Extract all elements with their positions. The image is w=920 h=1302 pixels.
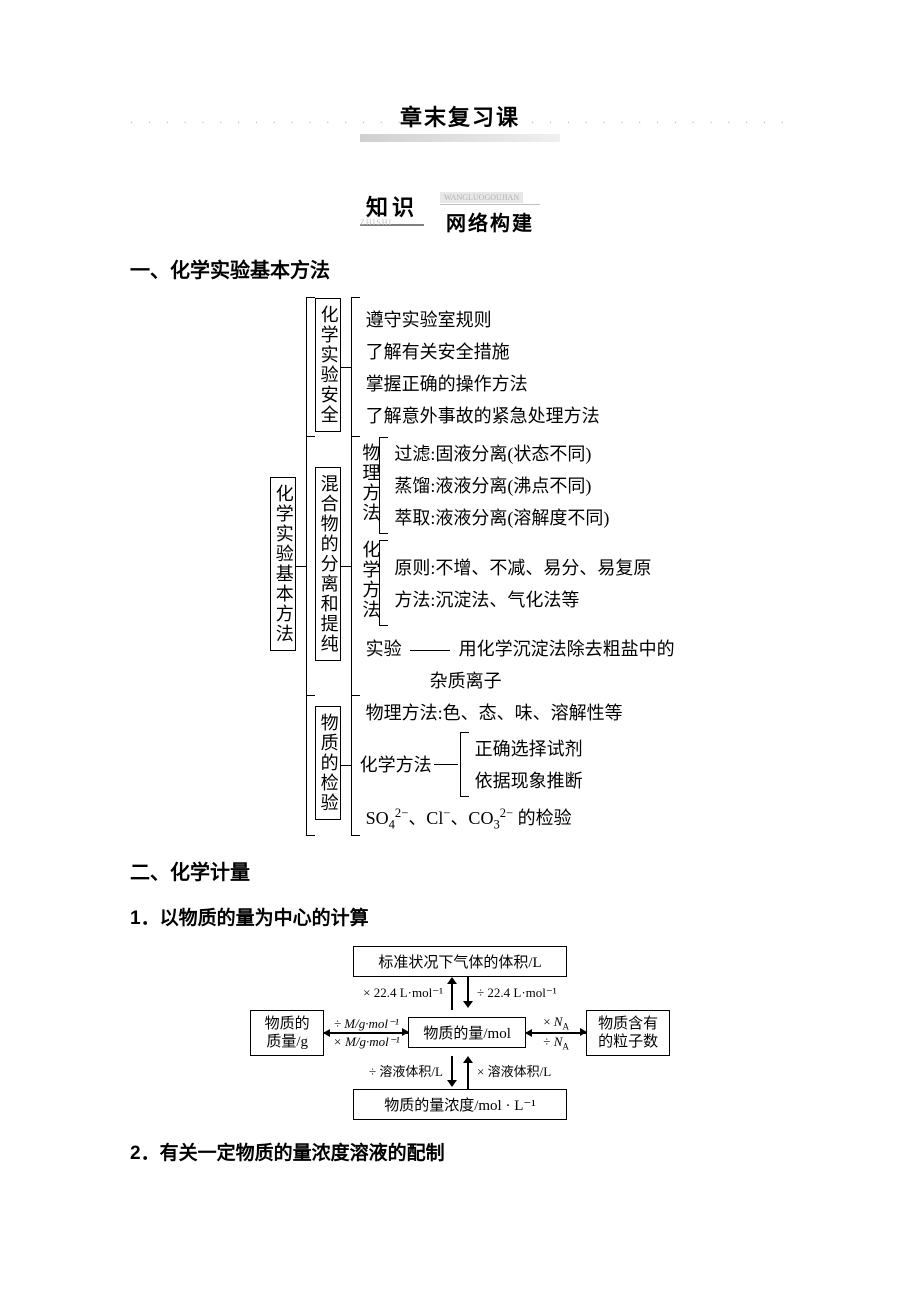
- tree-b2-exp2: 杂质离子: [360, 664, 675, 696]
- tree-leaf: 正确选择试剂: [469, 732, 583, 764]
- tree-leaf: 过滤:固液分离(状态不同): [388, 437, 609, 469]
- conversion-diagram: 标准状况下气体的体积/L × 22.4 L·mol⁻¹ ÷ 22.4 L·mol…: [250, 946, 670, 1120]
- subheading-2-1: 1．以物质的量为中心的计算: [130, 903, 790, 930]
- fig2-right-box: 物质含有 的粒子数: [586, 1010, 670, 1056]
- tree-leaf: 遵守实验室规则: [360, 303, 675, 335]
- subheading-2-2: 2．有关一定物质的量浓度溶液的配制: [130, 1138, 790, 1165]
- tree-leaf: 萃取:液液分离(溶解度不同): [388, 501, 609, 533]
- tree-leaf: 了解有关安全措施: [360, 335, 675, 367]
- banner-dots-right: · · · · · · · · · · · · · · · ·: [513, 118, 790, 129]
- tree-leaf: 实验 用化学沉淀法除去粗盐中的: [360, 632, 675, 664]
- tree-root: 化学实验基本方法: [270, 477, 296, 651]
- fig2-left-l2: 质量/g: [266, 1034, 308, 1050]
- fig2-label-top-right: ÷ 22.4 L·mol⁻¹: [477, 984, 597, 1002]
- banner-underline: [360, 134, 560, 142]
- section-banner-right: 网络构建: [440, 204, 540, 236]
- tree-leaf: 物理方法:色、态、味、溶解性等: [360, 696, 675, 728]
- tree-b2-phys: 物理方法: [360, 443, 380, 523]
- fig2-lc-bot: × M/g·mol⁻¹: [324, 1034, 408, 1050]
- section-pinyin-top: WANGLUOGOUJIAN: [440, 192, 523, 203]
- fig2-label-bot-left: ÷ 溶液体积/L: [323, 1063, 443, 1081]
- fig2-lc-top: ÷ M/g·mol⁻¹: [324, 1016, 408, 1032]
- tree-leaf: SO42−、Cl−、CO32− 的检验: [360, 801, 675, 836]
- fig2-right-l2: 的粒子数: [598, 1034, 658, 1050]
- tree-b1-title: 化学实验安全: [315, 298, 341, 432]
- fig2-label-bot-right: × 溶液体积/L: [477, 1063, 597, 1081]
- tree-leaf: 了解意外事故的紧急处理方法: [360, 399, 675, 431]
- tree-b3-b-label: 化学方法: [360, 732, 432, 796]
- tree-leaf: 方法:沉淀法、气化法等: [388, 583, 651, 615]
- section-pinyin-bottom: ZHISHI: [360, 218, 392, 227]
- fig2-bottom-box: 物质的量浓度/mol · L⁻¹: [353, 1089, 567, 1120]
- fig2-left-box: 物质的 质量/g: [250, 1010, 324, 1056]
- fig2-rc-top: × NA: [526, 1014, 586, 1032]
- fig2-left-l1: 物质的: [265, 1016, 310, 1032]
- fig2-top-box: 标准状况下气体的体积/L: [353, 946, 567, 977]
- fig2-center-box: 物质的量/mol: [408, 1017, 526, 1048]
- fig2-label-top-left: × 22.4 L·mol⁻¹: [323, 984, 443, 1002]
- section-banner: 知识 WANGLUOGOUJIAN 网络构建 ZHISHI: [360, 190, 560, 224]
- heading-2: 二、化学计量: [130, 856, 790, 885]
- tree-b2-chem: 化学方法: [360, 540, 380, 620]
- chapter-banner: · · · · · · · · · · · · · · · · 章末复习课 · …: [130, 100, 790, 140]
- connector-line: [434, 764, 458, 765]
- tree-b2-exp1: 用化学沉淀法除去粗盐中的: [459, 639, 675, 659]
- connector-line: [410, 650, 450, 651]
- tree-b2-exp-label: 实验: [366, 639, 402, 659]
- tree-leaf: 掌握正确的操作方法: [360, 367, 675, 399]
- heading-1: 一、化学实验基本方法: [130, 254, 790, 283]
- fig2-right-l1: 物质含有: [598, 1016, 658, 1032]
- tree-diagram: 化学实验基本方法 化学实验安全 遵守实验室规则 了解有关安全措施 掌握正确的操作…: [270, 297, 790, 836]
- fig2-rc-bot: ÷ NA: [526, 1034, 586, 1052]
- tree-leaf: 蒸馏:液液分离(沸点不同): [388, 469, 609, 501]
- tree-b3-title: 物质的检验: [315, 706, 341, 820]
- tree-b2-title: 混合物的分离和提纯: [315, 467, 341, 661]
- tree-leaf: 依据现象推断: [469, 764, 583, 796]
- tree-leaf: 原则:不增、不减、易分、易复原: [388, 551, 651, 583]
